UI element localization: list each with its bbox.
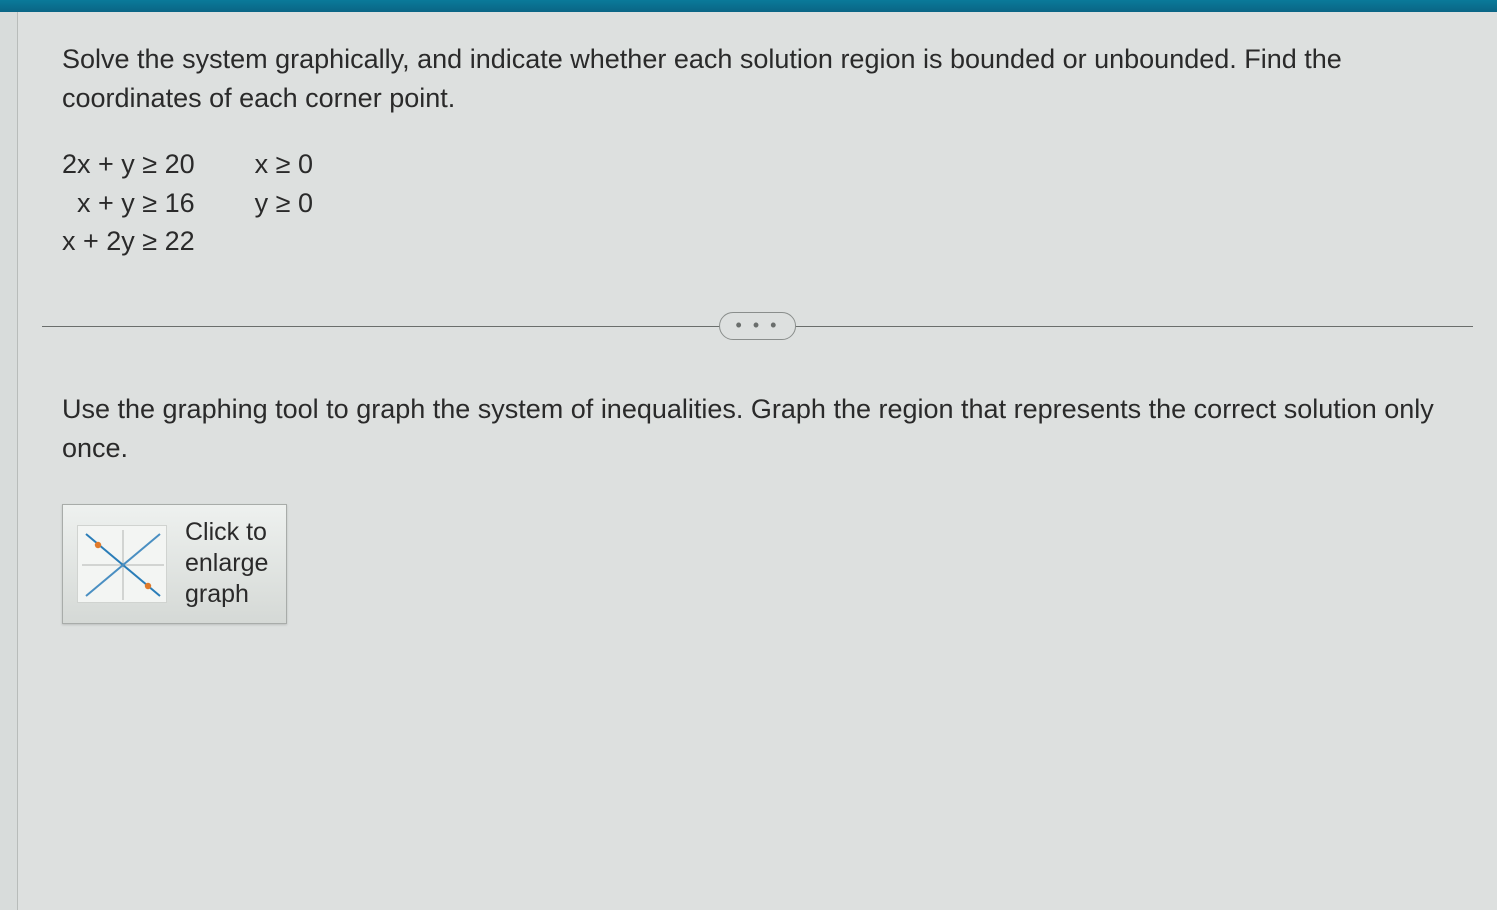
- graph-thumbnail-icon: [77, 525, 167, 603]
- thumb-dot-1: [95, 542, 101, 548]
- inequalities-block: 2x + y ≥ 20 x + y ≥ 16 x + 2y ≥ 22 x ≥ 0…: [62, 146, 1453, 259]
- inequalities-column-2: x ≥ 0 y ≥ 0: [255, 146, 313, 259]
- graphing-instruction: Use the graphing tool to graph the syste…: [62, 390, 1453, 468]
- inequality-row: x + y ≥ 16: [62, 185, 195, 221]
- section-divider: • • •: [42, 310, 1473, 342]
- question-prompt: Solve the system graphically, and indica…: [62, 40, 1453, 118]
- left-gutter: [0, 12, 18, 910]
- inequality-row: y ≥ 0: [255, 185, 313, 221]
- enlarge-graph-button[interactable]: Click to enlarge graph: [62, 504, 287, 624]
- inequality-row: 2x + y ≥ 20: [62, 146, 195, 182]
- inequalities-column-1: 2x + y ≥ 20 x + y ≥ 16 x + 2y ≥ 22: [62, 146, 195, 259]
- inequality-row: x ≥ 0: [255, 146, 313, 182]
- thumb-dot-2: [145, 583, 151, 589]
- label-line: graph: [185, 580, 249, 608]
- divider-expand-button[interactable]: • • •: [719, 312, 797, 340]
- content-wrapper: Solve the system graphically, and indica…: [0, 12, 1497, 910]
- enlarge-graph-label: Click to enlarge graph: [185, 517, 268, 611]
- label-line: Click to: [185, 518, 267, 546]
- main-panel: Solve the system graphically, and indica…: [18, 12, 1497, 910]
- top-accent-bar: [0, 0, 1497, 12]
- inequality-row: x + 2y ≥ 22: [62, 223, 195, 259]
- label-line: enlarge: [185, 549, 268, 577]
